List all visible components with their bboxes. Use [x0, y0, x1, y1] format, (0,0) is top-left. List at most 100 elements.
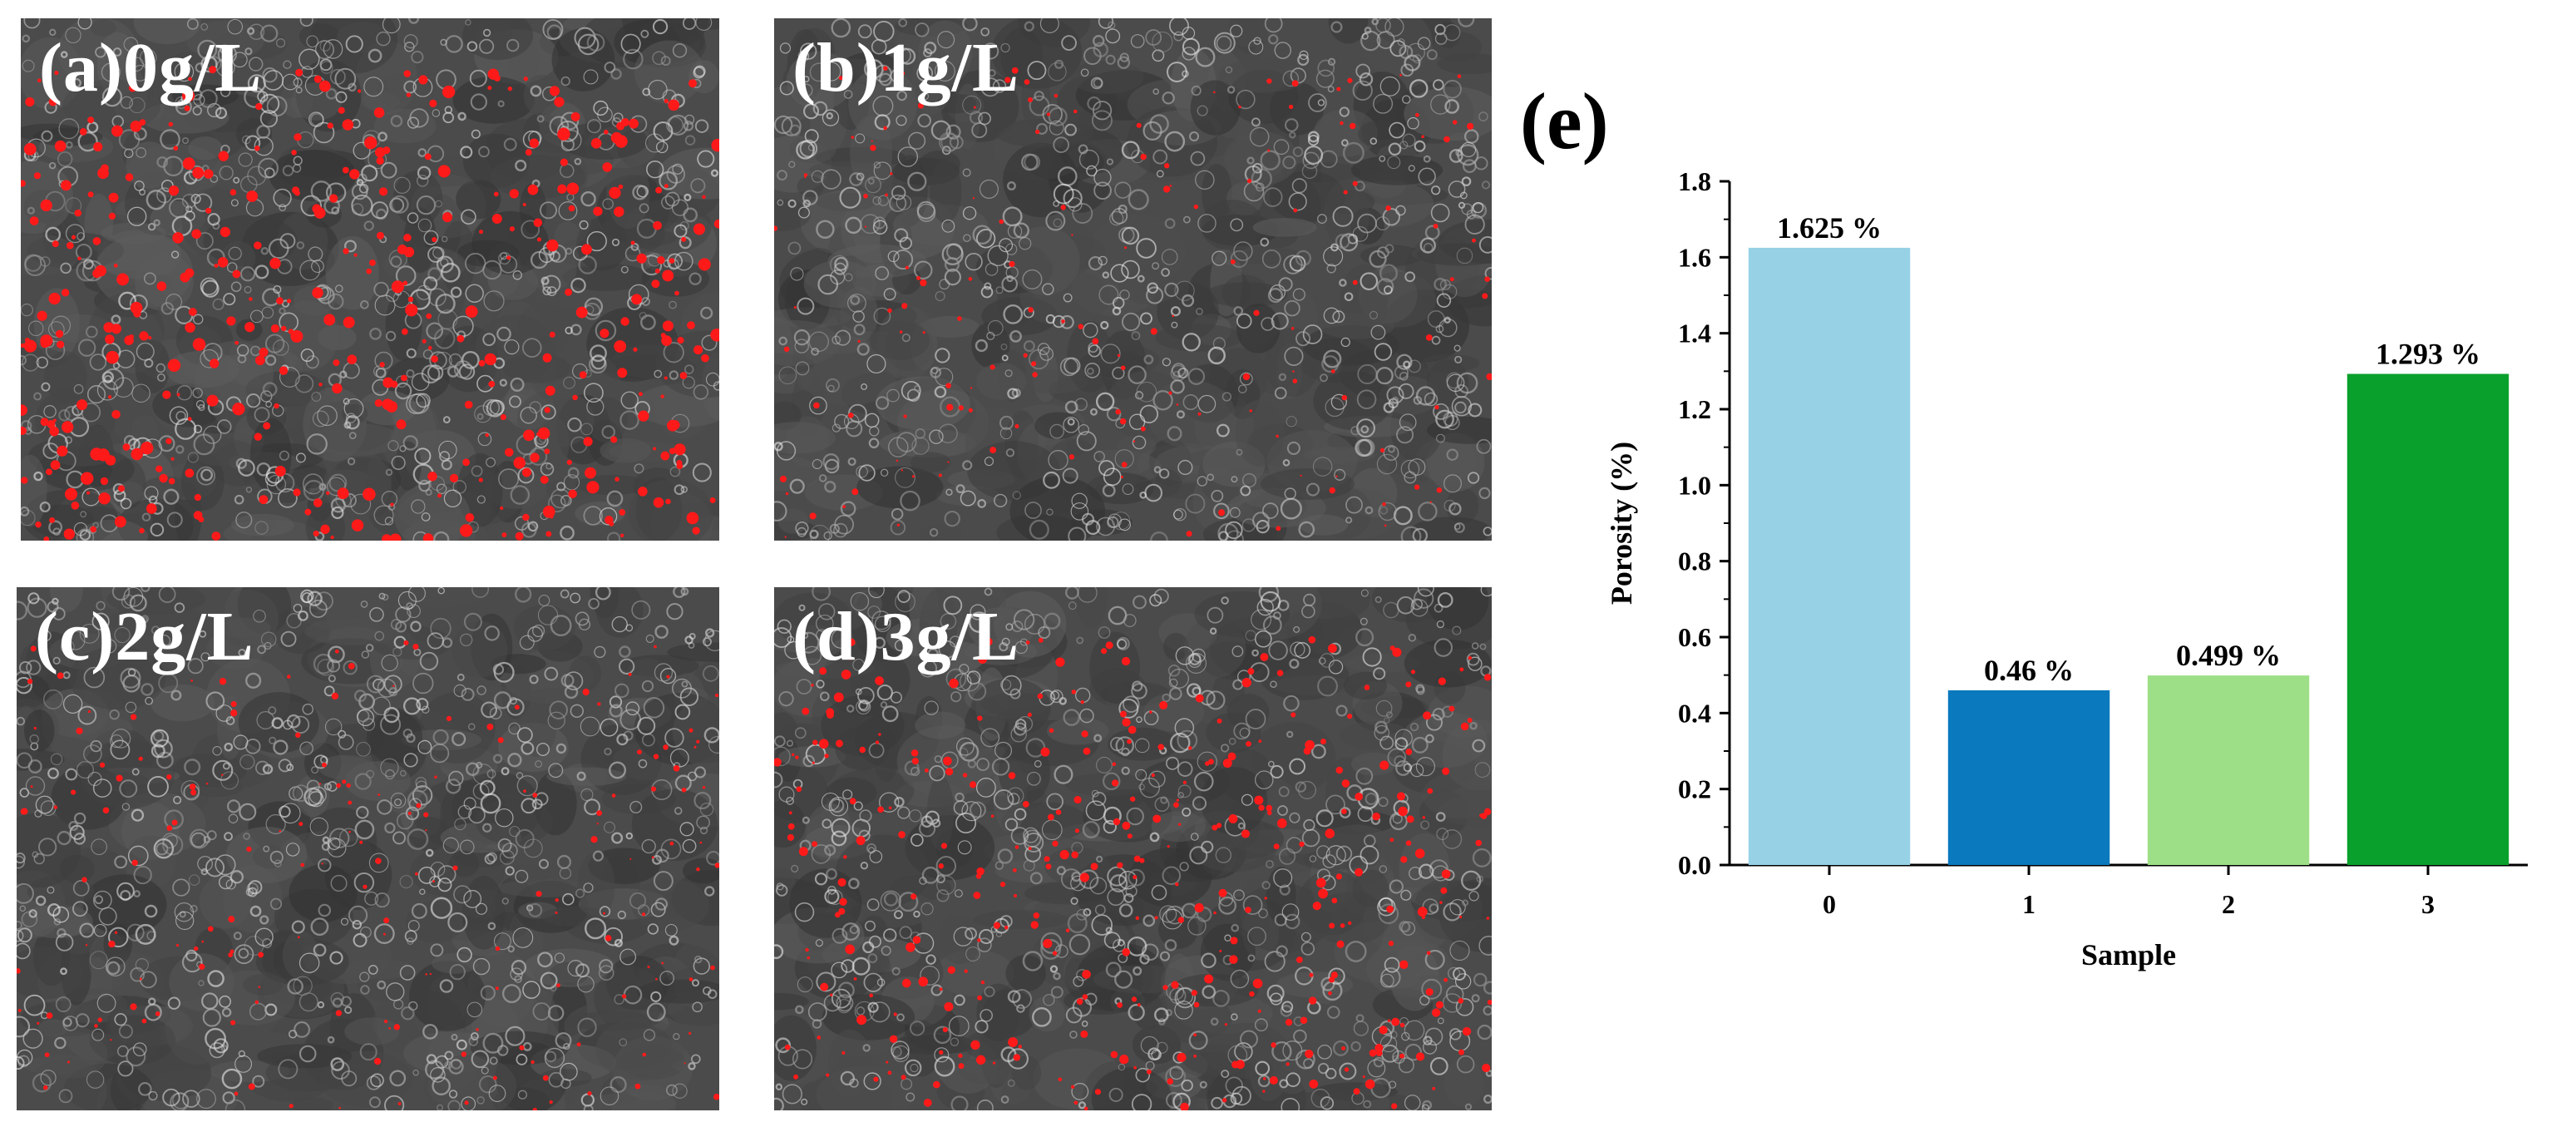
surface-texture	[565, 1011, 659, 1031]
surface-texture	[1414, 877, 1483, 940]
grain-rim	[579, 220, 589, 230]
grain-rim	[83, 744, 102, 764]
pore-marker	[610, 436, 618, 443]
grain-rim	[89, 951, 108, 970]
surface-texture	[568, 655, 602, 692]
grain-rim	[360, 300, 369, 309]
grain-rim	[660, 56, 671, 67]
grain-rim	[476, 685, 486, 695]
grain-rim	[1441, 705, 1453, 718]
pore-marker	[192, 166, 205, 179]
pore-marker	[1364, 685, 1370, 690]
grain-rim	[620, 391, 639, 409]
grain-rim	[1453, 344, 1461, 352]
grain-rim	[912, 932, 935, 954]
grain-rim	[158, 635, 171, 648]
grain-rim	[1230, 218, 1244, 232]
surface-texture	[1315, 587, 1370, 620]
grain-rim	[325, 88, 338, 100]
grain-rim	[1257, 1075, 1271, 1088]
grain-rim	[570, 704, 584, 718]
pore-marker	[427, 472, 437, 482]
grain-rim	[919, 820, 936, 838]
grain-rim	[399, 875, 413, 889]
pore-marker	[230, 701, 237, 708]
pore-marker	[422, 533, 434, 541]
grain-rim	[1072, 203, 1093, 224]
grain-rim	[238, 649, 246, 657]
grain-rim	[1039, 347, 1054, 361]
grain-rim	[1187, 368, 1206, 385]
pore-marker	[209, 66, 217, 74]
grain-rim	[1191, 85, 1202, 96]
grain-rim	[544, 666, 559, 681]
pore-marker	[1074, 828, 1080, 833]
grain-rim	[542, 286, 552, 296]
grain-rim	[101, 87, 122, 107]
grain-rim	[999, 238, 1014, 253]
pore-marker	[604, 129, 609, 135]
grain-rim	[817, 603, 836, 620]
pore-marker	[1193, 204, 1199, 210]
grain-rim	[778, 336, 788, 346]
grain-rim	[542, 18, 564, 40]
grain-rim	[1391, 396, 1399, 403]
surface-texture	[595, 1018, 686, 1081]
grain-rim	[1062, 467, 1078, 484]
grain-rim	[476, 1096, 485, 1105]
grain-rim	[259, 915, 269, 925]
pore-marker	[1309, 972, 1314, 977]
pore-marker	[1347, 77, 1353, 83]
grain-rim	[384, 1095, 405, 1110]
grain-rim	[856, 172, 865, 181]
grain-rim	[148, 1090, 158, 1101]
grain-rim	[994, 493, 1008, 507]
grain-rim	[508, 722, 521, 735]
grain-rim	[1023, 307, 1034, 319]
grain-rim	[920, 91, 929, 101]
grain-rim	[414, 447, 432, 465]
grain-rim	[292, 784, 310, 803]
grain-rim	[1255, 1060, 1271, 1076]
grain-rim	[411, 50, 424, 64]
grain-rim	[812, 101, 828, 116]
pore-marker	[633, 347, 638, 352]
grain-rim	[376, 31, 391, 47]
grain-rim	[811, 170, 824, 183]
surface-texture	[387, 587, 486, 608]
grain-rim	[1425, 714, 1443, 731]
grain-rim	[616, 733, 629, 746]
grain-rim	[987, 319, 1004, 336]
pore-marker	[1308, 635, 1316, 644]
grain-rim	[1421, 978, 1443, 1000]
grain-rim	[1429, 1057, 1448, 1075]
surface-texture	[323, 449, 392, 519]
surface-texture	[432, 952, 479, 974]
grain-rim	[1399, 45, 1414, 59]
grain-rim	[643, 697, 665, 719]
pore-marker	[1175, 882, 1179, 887]
grain-rim	[1128, 189, 1149, 210]
grain-rim	[252, 1075, 265, 1088]
grain-rim	[550, 985, 557, 991]
grain-rim	[1466, 652, 1480, 666]
grain-rim	[17, 882, 34, 904]
grain-rim	[416, 175, 429, 187]
grain-rim	[244, 135, 261, 151]
pore-marker	[1151, 773, 1156, 778]
pore-marker	[1330, 369, 1335, 373]
pore-marker	[1119, 1055, 1129, 1065]
grain-rim	[693, 384, 709, 400]
grain-rim	[1049, 690, 1063, 704]
pore-marker	[702, 786, 706, 789]
pore-marker	[977, 995, 983, 1001]
pore-marker	[234, 340, 239, 345]
pore-marker	[61, 180, 72, 191]
pore-marker	[1080, 699, 1084, 704]
pore-marker	[887, 308, 892, 314]
grain-rim	[411, 373, 430, 391]
pore-marker	[710, 965, 715, 971]
grain-rim	[83, 666, 106, 689]
grain-rim	[896, 115, 907, 126]
surface-texture	[235, 118, 273, 150]
